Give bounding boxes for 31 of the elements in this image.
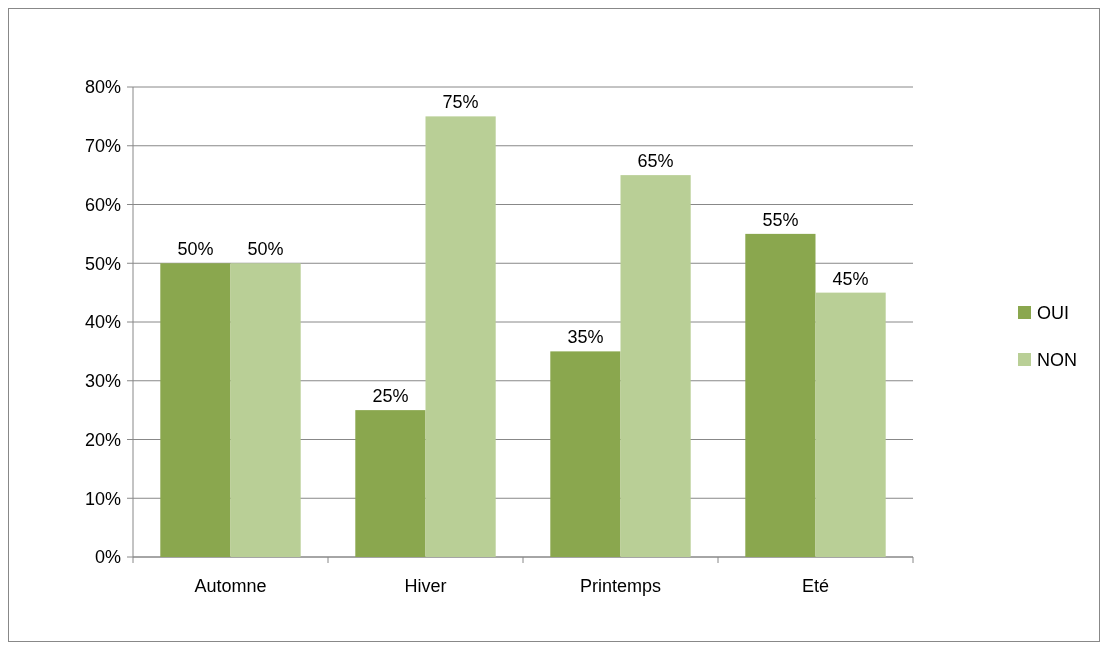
bar bbox=[425, 116, 496, 557]
bar bbox=[550, 351, 621, 557]
data-label: 75% bbox=[442, 92, 479, 113]
bar bbox=[815, 292, 886, 557]
y-tick-label: 70% bbox=[84, 136, 121, 157]
data-label: 45% bbox=[832, 268, 869, 289]
bar bbox=[745, 233, 816, 557]
x-tick-label: Hiver bbox=[404, 576, 447, 596]
bar bbox=[620, 175, 691, 557]
y-tick-label: 50% bbox=[84, 253, 121, 274]
legend-label: NON bbox=[1037, 350, 1077, 371]
data-label: 50% bbox=[177, 239, 214, 260]
y-tick-label: 80% bbox=[84, 77, 121, 98]
y-tick-label: 0% bbox=[94, 547, 121, 568]
y-tick-label: 60% bbox=[84, 194, 121, 215]
data-label: 55% bbox=[762, 209, 799, 230]
y-tick-label: 30% bbox=[84, 371, 121, 392]
data-label: 50% bbox=[247, 239, 284, 260]
y-tick-label: 10% bbox=[84, 488, 121, 509]
bar bbox=[230, 263, 301, 557]
x-tick-label: Printemps bbox=[579, 576, 662, 596]
bar bbox=[160, 263, 231, 557]
data-label: 25% bbox=[372, 386, 409, 407]
x-tick-label: Eté bbox=[801, 576, 830, 596]
data-label: 65% bbox=[637, 151, 674, 172]
y-tick-label: 20% bbox=[84, 429, 121, 450]
y-tick-label: 40% bbox=[84, 312, 121, 333]
x-tick-label: Automne bbox=[194, 576, 267, 596]
legend-label: OUI bbox=[1037, 303, 1070, 324]
bar bbox=[355, 410, 426, 557]
data-label: 35% bbox=[567, 327, 604, 348]
